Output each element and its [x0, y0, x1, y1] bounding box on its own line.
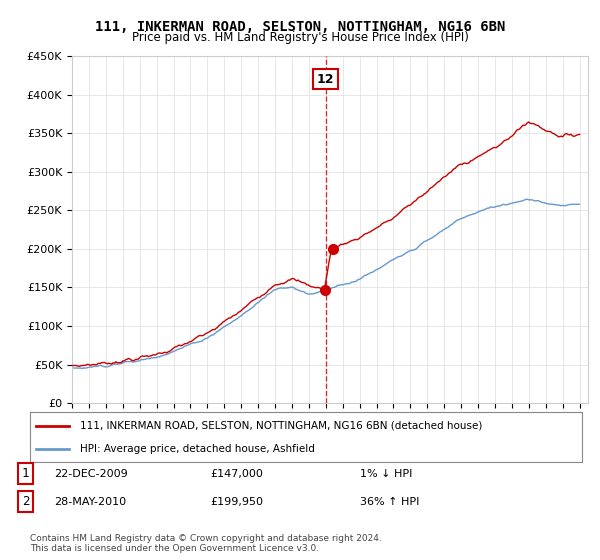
Text: Contains HM Land Registry data © Crown copyright and database right 2024.
This d: Contains HM Land Registry data © Crown c…: [30, 534, 382, 553]
Text: 22-DEC-2009: 22-DEC-2009: [54, 469, 128, 479]
Text: 2: 2: [22, 495, 29, 508]
Text: 111, INKERMAN ROAD, SELSTON, NOTTINGHAM, NG16 6BN (detached house): 111, INKERMAN ROAD, SELSTON, NOTTINGHAM,…: [80, 421, 482, 431]
Text: 1: 1: [22, 467, 29, 480]
Text: 12: 12: [317, 73, 335, 86]
Text: Price paid vs. HM Land Registry's House Price Index (HPI): Price paid vs. HM Land Registry's House …: [131, 31, 469, 44]
Text: 28-MAY-2010: 28-MAY-2010: [54, 497, 126, 507]
Text: HPI: Average price, detached house, Ashfield: HPI: Average price, detached house, Ashf…: [80, 445, 314, 454]
Text: 36% ↑ HPI: 36% ↑ HPI: [360, 497, 419, 507]
Text: £147,000: £147,000: [210, 469, 263, 479]
Text: £199,950: £199,950: [210, 497, 263, 507]
Text: 1% ↓ HPI: 1% ↓ HPI: [360, 469, 412, 479]
Text: 111, INKERMAN ROAD, SELSTON, NOTTINGHAM, NG16 6BN: 111, INKERMAN ROAD, SELSTON, NOTTINGHAM,…: [95, 20, 505, 34]
